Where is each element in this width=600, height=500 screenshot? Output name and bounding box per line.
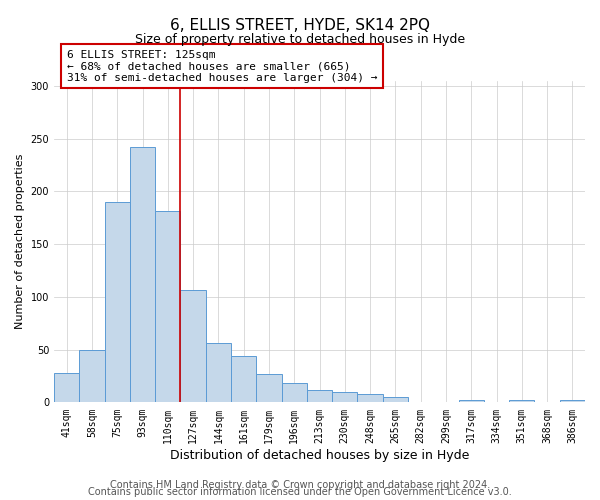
Text: Contains HM Land Registry data © Crown copyright and database right 2024.: Contains HM Land Registry data © Crown c…	[110, 480, 490, 490]
Bar	[104, 202, 130, 402]
Bar	[231, 356, 256, 403]
Bar	[181, 290, 206, 403]
Bar	[79, 350, 104, 403]
Text: Contains public sector information licensed under the Open Government Licence v3: Contains public sector information licen…	[88, 487, 512, 497]
Text: 6, ELLIS STREET, HYDE, SK14 2PQ: 6, ELLIS STREET, HYDE, SK14 2PQ	[170, 18, 430, 32]
Bar	[509, 400, 535, 402]
Bar	[54, 373, 79, 402]
Text: Size of property relative to detached houses in Hyde: Size of property relative to detached ho…	[135, 32, 465, 46]
Bar	[130, 147, 155, 403]
Bar	[358, 394, 383, 402]
Text: 6 ELLIS STREET: 125sqm
← 68% of detached houses are smaller (665)
31% of semi-de: 6 ELLIS STREET: 125sqm ← 68% of detached…	[67, 50, 377, 83]
Bar	[458, 400, 484, 402]
Bar	[256, 374, 281, 402]
Bar	[206, 344, 231, 402]
Bar	[281, 384, 307, 402]
Y-axis label: Number of detached properties: Number of detached properties	[15, 154, 25, 329]
Bar	[383, 397, 408, 402]
X-axis label: Distribution of detached houses by size in Hyde: Distribution of detached houses by size …	[170, 450, 469, 462]
Bar	[307, 390, 332, 402]
Bar	[332, 392, 358, 402]
Bar	[155, 212, 181, 402]
Bar	[560, 400, 585, 402]
